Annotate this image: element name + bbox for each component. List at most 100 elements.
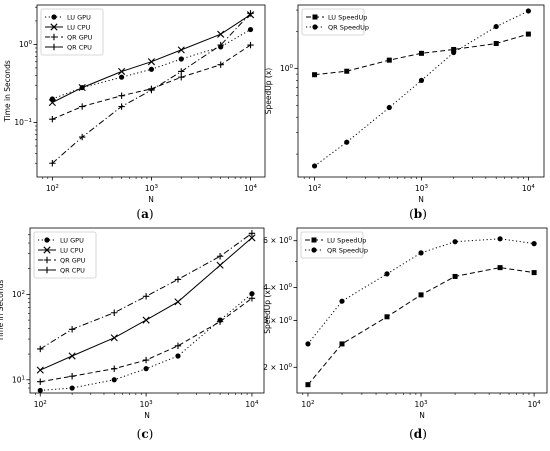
x-axis-label: N xyxy=(418,195,424,204)
data-point xyxy=(247,26,254,33)
x-tick-label: 104 xyxy=(245,400,259,409)
y-tick-label-base: 6 × 10 xyxy=(263,236,289,245)
legend-label: LU GPU xyxy=(60,237,84,245)
data-point xyxy=(111,377,117,383)
data-point xyxy=(451,46,457,52)
x-tick-label-exponent: 3 xyxy=(149,400,153,406)
y-tick-label-exponent: 0 xyxy=(29,40,33,46)
legend-marker xyxy=(50,43,58,51)
x-tick-label: 103 xyxy=(415,400,429,409)
data-point xyxy=(525,31,531,37)
x-tick-label-base: 10 xyxy=(415,184,425,193)
data-point xyxy=(68,326,76,333)
minor-ticks xyxy=(295,261,530,395)
legend-label: LU CPU xyxy=(67,24,91,32)
y-tick-label: 10−1 xyxy=(14,118,32,127)
x-tick-label-base: 10 xyxy=(244,184,254,193)
y-tick-label: 100 xyxy=(280,64,294,73)
legend-marker xyxy=(312,24,318,30)
legend-label: QR CPU xyxy=(60,267,85,275)
data-point xyxy=(531,270,537,276)
series-qr-speedup xyxy=(311,8,531,169)
data-point xyxy=(175,353,181,359)
panel-caption: (d) xyxy=(409,427,427,441)
y-tick-label-exponent: 0 xyxy=(290,64,294,70)
data-point xyxy=(143,366,149,372)
caption-letter: a xyxy=(141,207,149,221)
series-lu-gpu xyxy=(37,291,255,394)
series-qr-cpu xyxy=(49,10,254,167)
data-point xyxy=(37,378,44,385)
legend-box xyxy=(40,8,104,56)
x-axis-label: N xyxy=(144,411,150,420)
legend-label: QR SpeedUp xyxy=(327,247,368,255)
y-tick-label-exponent: 0 xyxy=(289,236,293,242)
x-tick-label-exponent: 2 xyxy=(311,400,315,406)
data-point xyxy=(497,265,503,271)
data-point xyxy=(78,83,86,92)
data-point xyxy=(119,74,125,80)
data-point xyxy=(118,103,125,110)
plot-frame xyxy=(29,227,265,394)
panel-caption: (c) xyxy=(137,427,154,441)
x-tick-label: 102 xyxy=(308,184,321,193)
x-tick-label: 104 xyxy=(522,184,536,193)
data-point xyxy=(49,160,56,167)
caption-close: ) xyxy=(422,207,427,221)
legend-marker xyxy=(50,33,58,41)
series-qr-gpu xyxy=(49,41,254,123)
data-point xyxy=(339,341,345,347)
y-axis-label: SpeedUp (x) xyxy=(264,68,273,115)
data-point xyxy=(386,104,392,111)
data-point xyxy=(311,163,318,169)
data-point xyxy=(531,241,537,247)
data-point xyxy=(147,58,156,66)
data-point xyxy=(493,40,499,46)
x-axis-label: N xyxy=(419,411,425,420)
legend-marker xyxy=(311,247,317,253)
legend-label: QR GPU xyxy=(67,34,93,42)
x-tick-label: 102 xyxy=(34,400,47,409)
y-tick-label: 6 × 100 xyxy=(263,236,292,245)
data-point xyxy=(339,298,345,304)
data-point xyxy=(78,133,86,141)
x-tick-label-base: 10 xyxy=(145,184,155,193)
series-qr-speedup xyxy=(305,236,537,347)
data-point xyxy=(344,68,350,74)
y-tick-label-base: 10 xyxy=(12,290,22,299)
x-tick-label-exponent: 4 xyxy=(254,184,258,190)
legend-marker xyxy=(50,23,58,31)
caption-open: ( xyxy=(409,207,414,221)
x-tick-label-base: 10 xyxy=(34,400,44,409)
x-tick-label-exponent: 3 xyxy=(424,184,428,190)
data-point xyxy=(68,352,76,360)
data-point xyxy=(305,341,311,347)
caption-letter: c xyxy=(141,427,148,441)
y-tick-label: 100 xyxy=(19,40,33,49)
y-tick-label-exponent: 0 xyxy=(289,283,293,289)
legend: LU SpeedUp QR SpeedUp xyxy=(300,231,368,259)
data-point xyxy=(217,61,224,68)
x-tick-label-base: 10 xyxy=(528,400,538,409)
data-point xyxy=(174,298,182,306)
x-tick-label: 103 xyxy=(140,400,154,409)
legend-marker xyxy=(312,14,318,20)
x-tick-label-exponent: 2 xyxy=(318,184,322,190)
y-tick-label-base: 4 × 10 xyxy=(263,283,289,292)
caption-letter: b xyxy=(414,207,422,221)
legend-label: LU GPU xyxy=(67,14,91,22)
data-point xyxy=(418,292,424,298)
data-point xyxy=(142,356,150,364)
legend: LU SpeedUp QR SpeedUp xyxy=(301,8,369,36)
caption-letter: d xyxy=(414,427,423,441)
x-tick-label: 103 xyxy=(145,184,159,193)
data-point xyxy=(49,96,55,102)
data-point xyxy=(248,234,256,242)
caption-open: ( xyxy=(136,207,141,221)
data-point xyxy=(418,77,425,83)
data-point xyxy=(249,291,255,297)
